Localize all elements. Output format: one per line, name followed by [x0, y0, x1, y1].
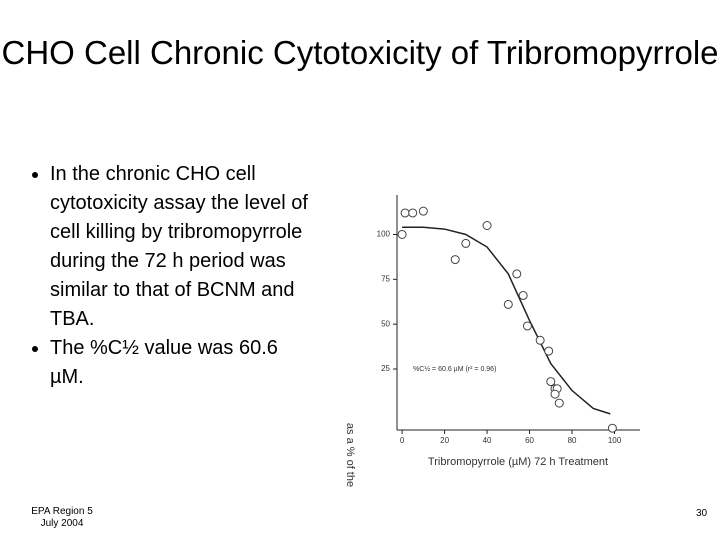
data-point	[461, 238, 471, 248]
x-axis-label: Tribromopyrrole (µM) 72 h Treatment	[428, 456, 608, 468]
data-point	[554, 398, 564, 408]
data-point	[397, 229, 407, 239]
footer-text: July 2004	[40, 518, 84, 529]
data-point	[400, 208, 410, 218]
data-point	[607, 423, 617, 433]
data-point	[546, 377, 556, 387]
bullet-list: In the chronic CHO cell cytotoxicity ass…	[28, 160, 312, 392]
data-point	[482, 220, 492, 230]
x-tick-label: 100	[608, 436, 622, 445]
x-tick-label: 40	[483, 436, 492, 445]
x-tick-label: 60	[525, 436, 534, 445]
footer-left: EPA Region 5 July 2004	[22, 506, 102, 530]
data-point	[503, 299, 513, 309]
x-tick-label: 20	[440, 436, 449, 445]
bullet: In the chronic CHO cell cytotoxicity ass…	[50, 160, 312, 334]
data-point	[450, 255, 460, 265]
x-tick-label: 80	[568, 436, 577, 445]
page-number: 30	[696, 508, 708, 519]
data-point	[418, 206, 428, 216]
x-tick-label: 0	[400, 436, 405, 445]
slide-title: CHO Cell Chronic Cytotoxicity of Tribrom…	[1, 34, 719, 71]
y-axis-label: as a % of the	[344, 423, 356, 487]
fit-curve	[402, 226, 611, 415]
y-tick-label: 50	[381, 319, 390, 328]
data-point	[512, 269, 522, 279]
data-point	[408, 208, 418, 218]
data-point	[544, 346, 554, 356]
data-point	[518, 290, 528, 300]
data-point	[522, 321, 532, 331]
y-tick-label: 25	[381, 364, 390, 373]
y-tick-label: 75	[381, 274, 390, 283]
y-tick-label: 100	[377, 230, 391, 239]
footer-text: EPA Region 5	[31, 506, 93, 517]
bullet: The %C½ value was 60.6 µM.	[50, 334, 312, 392]
annotation: %C½ = 60.6 µM (r² = 0.96)	[413, 365, 496, 373]
data-point	[550, 389, 560, 399]
data-point	[535, 335, 545, 345]
